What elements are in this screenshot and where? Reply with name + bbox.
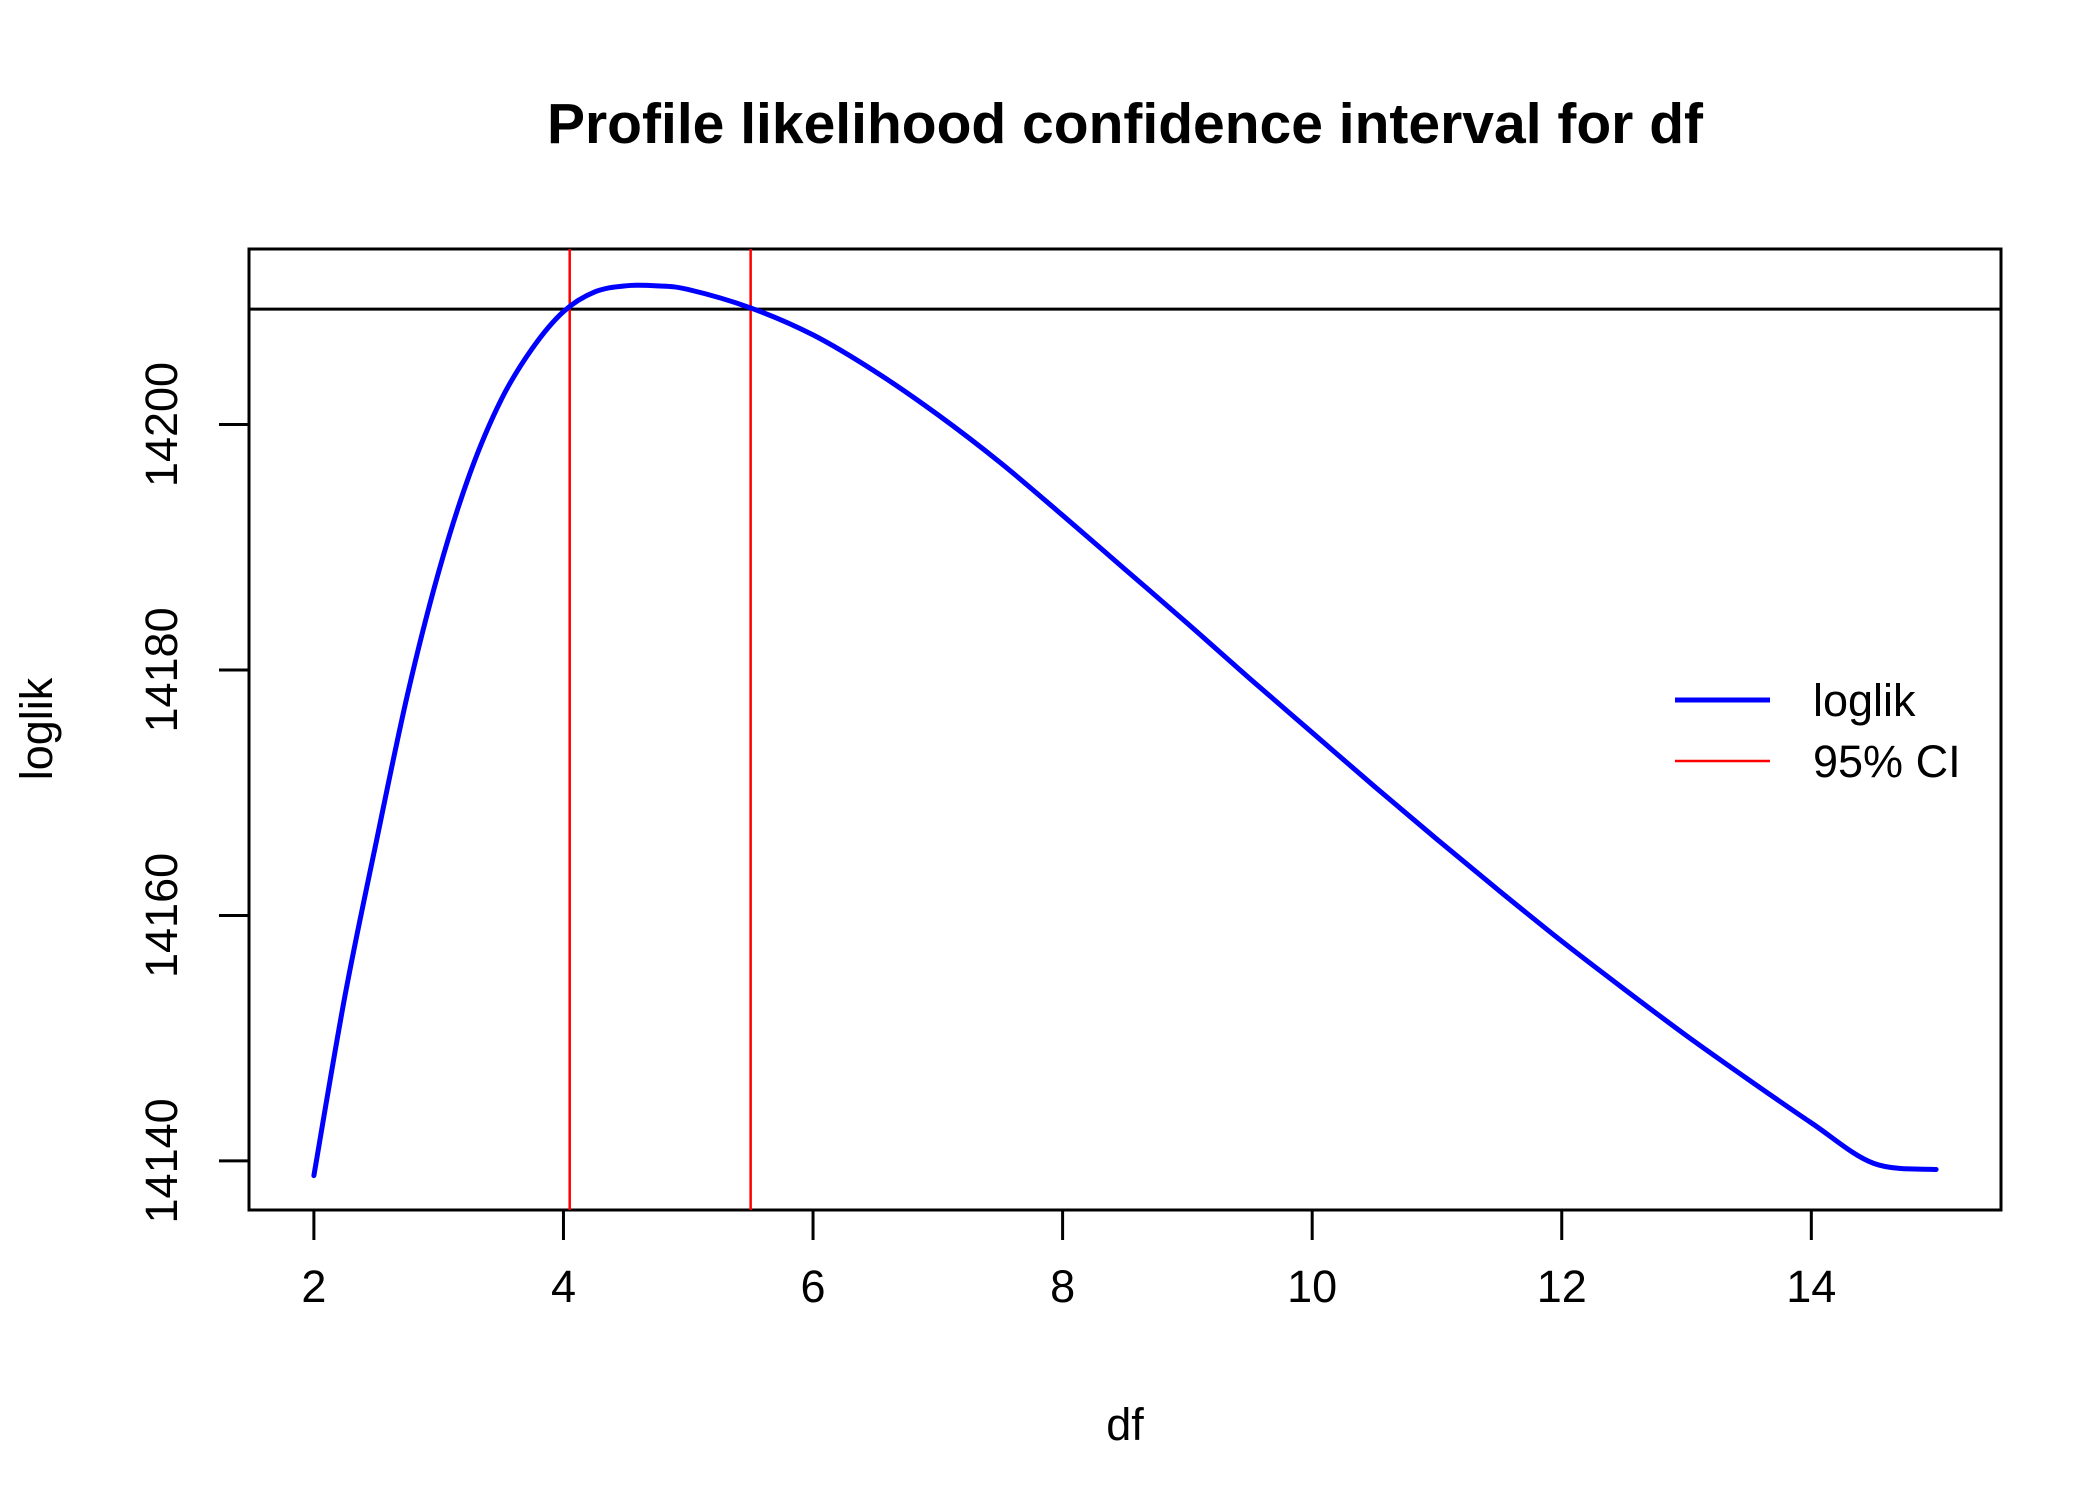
x-tick-label: 2 xyxy=(301,1261,326,1312)
x-tick-label: 4 xyxy=(551,1261,576,1312)
reference-lines xyxy=(249,249,2001,1210)
y-tick-label: 14200 xyxy=(136,362,187,487)
y-axis-label: loglik xyxy=(11,677,62,780)
x-axis: 2 4 6 8 10 12 14 xyxy=(301,1210,1836,1312)
legend: loglik 95% CI xyxy=(1675,675,1961,787)
x-tick-label: 8 xyxy=(1050,1261,1075,1312)
x-tick-label: 14 xyxy=(1786,1261,1836,1312)
x-tick-label: 6 xyxy=(801,1261,826,1312)
x-tick-label: 12 xyxy=(1537,1261,1587,1312)
y-tick-label: 14160 xyxy=(136,853,187,978)
legend-label-ci: 95% CI xyxy=(1813,736,1961,787)
y-tick-label: 14140 xyxy=(136,1098,187,1223)
loglik-series-line xyxy=(311,282,1939,1179)
chart-title: Profile likelihood confidence interval f… xyxy=(547,92,1704,156)
y-axis: 14140 14160 14180 14200 xyxy=(136,362,249,1223)
x-tick-label: 10 xyxy=(1287,1261,1337,1312)
x-axis-label: df xyxy=(1106,1399,1144,1450)
legend-label-loglik: loglik xyxy=(1813,675,1916,726)
plot-frame xyxy=(247,247,2003,1212)
y-tick-label: 14180 xyxy=(136,607,187,732)
